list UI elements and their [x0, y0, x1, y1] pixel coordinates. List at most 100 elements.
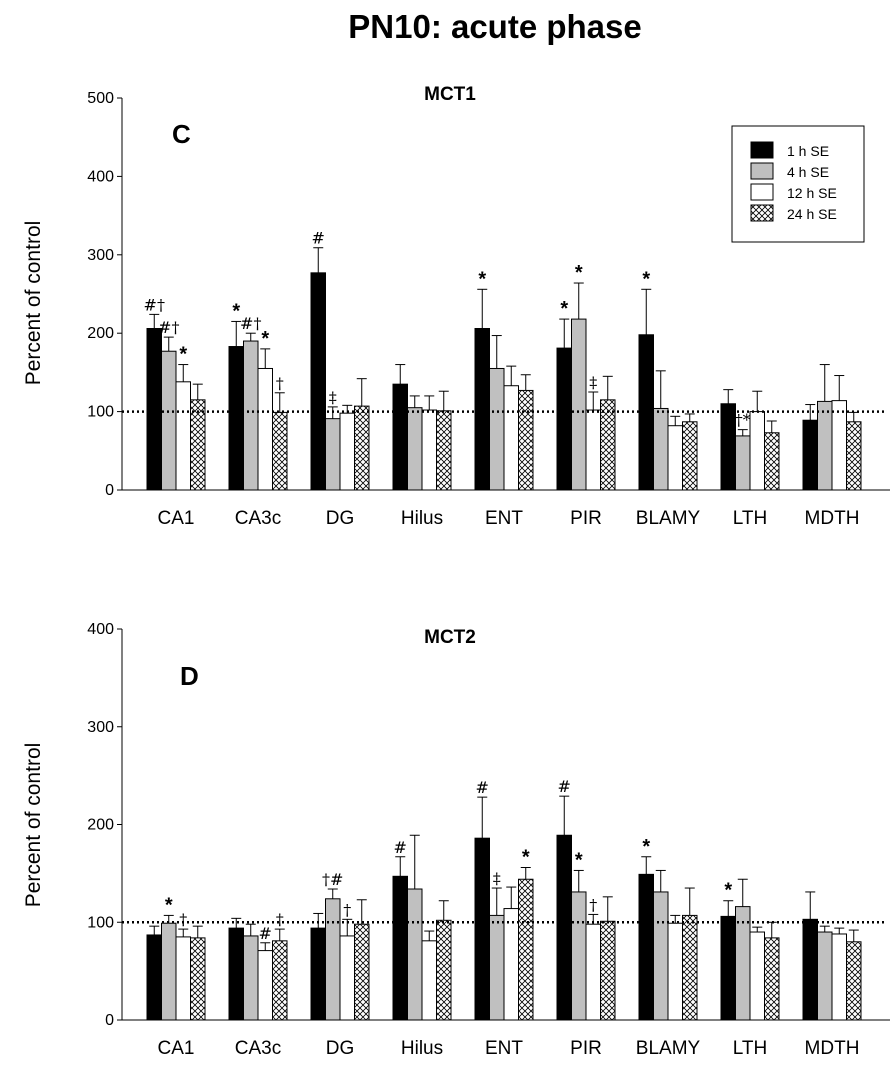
- mct2-plot-area: 0100200300400*†CA1#†CA3c†#†DG#Hilus#‡*EN…: [87, 621, 890, 1059]
- mct1-bar-hilus-4h: [407, 407, 423, 491]
- mct2-bar-hilus-24h: [436, 919, 452, 1021]
- mct1-significance-marker: *: [232, 300, 240, 322]
- mct1-bar-hilus-12h: [421, 409, 437, 491]
- mct1-y-tick-label: 200: [87, 325, 114, 342]
- mct1-bar-hilus-24h: [436, 410, 452, 491]
- mct1-significance-marker: #†: [144, 295, 165, 314]
- mct1-bar-ca1-1h: [146, 327, 162, 491]
- mct1-significance-marker: †: [276, 374, 284, 393]
- mct2-x-tick-label: BLAMY: [636, 1038, 701, 1059]
- mct2-bar-ent-12h: [503, 908, 519, 1021]
- mct2-bar-lth-4h: [735, 906, 751, 1021]
- legend-label-1h: 1 h SE: [787, 143, 829, 159]
- mct1-x-tick-label: BLAMY: [636, 508, 701, 529]
- mct2-bar-hilus-1h: [392, 875, 408, 1021]
- mct1-bar-lth-24h: [764, 432, 780, 491]
- mct2-bar-ca3c-1h: [228, 927, 244, 1021]
- legend-swatch-12h: [750, 183, 774, 201]
- mct1-bar-dg-24h: [354, 405, 370, 491]
- mct1-bar-ca3c-1h: [228, 346, 244, 491]
- mct2-bar-dg-24h: [354, 923, 370, 1021]
- mct1-x-tick-label: Hilus: [401, 508, 443, 529]
- mct2-significance-marker: †: [179, 910, 187, 929]
- mct2-bar-mdth-1h: [802, 918, 818, 1021]
- mct1-significance-marker: #†: [158, 318, 179, 337]
- mct1-bar-ent-24h: [518, 389, 534, 491]
- mct2-bar-blamy-1h: [638, 873, 654, 1021]
- mct1-y-tick-label: 400: [87, 168, 114, 185]
- mct1-bar-hilus-1h: [392, 383, 408, 491]
- mct2-bar-ca1-24h: [190, 937, 206, 1021]
- mct1-bar-dg-1h: [310, 272, 326, 491]
- mct1-significance-marker: *: [642, 268, 650, 290]
- mct1-bar-blamy-1h: [638, 334, 654, 491]
- mct1-bar-pir-1h: [556, 347, 572, 491]
- mct2-significance-marker: *: [522, 847, 530, 869]
- mct1-bar-lth-1h: [720, 403, 736, 491]
- mct2-bar-dg-4h: [325, 898, 341, 1021]
- mct1-bar-lth-4h: [735, 435, 751, 491]
- legend-label-12h: 12 h SE: [787, 185, 837, 201]
- mct2-chart: MCT2 D Percent of control 0 100 200 300 400 *…: [22, 621, 890, 1059]
- mct2-bar-ca3c-12h: [257, 950, 273, 1021]
- mct1-chart-title: MCT1: [424, 84, 476, 105]
- mct1-x-tick-label: CA3c: [235, 508, 281, 529]
- figure-title: PN10: acute phase: [348, 8, 641, 45]
- mct1-bar-mdth-24h: [846, 421, 862, 491]
- mct2-bar-ca3c-4h: [243, 935, 259, 1021]
- mct1-bar-blamy-24h: [682, 421, 698, 491]
- mct1-bar-pir-24h: [600, 399, 616, 491]
- mct2-bar-blamy-4h: [653, 891, 669, 1021]
- mct1-bar-mdth-12h: [831, 400, 847, 491]
- mct1-x-tick-label: ENT: [485, 508, 523, 529]
- mct2-significance-marker: ‡: [493, 869, 501, 888]
- mct1-bar-mdth-1h: [802, 419, 818, 491]
- mct2-bar-blamy-24h: [682, 914, 698, 1021]
- mct1-bar-pir-4h: [571, 318, 587, 491]
- mct1-y-tick-label: 0: [105, 482, 114, 499]
- mct2-bar-ca1-12h: [175, 936, 191, 1021]
- mct2-x-tick-label: DG: [326, 1038, 355, 1059]
- mct2-y-tick-label: 200: [87, 817, 114, 834]
- mct2-significance-marker: *: [165, 894, 173, 916]
- mct1-bar-ca1-4h: [161, 350, 177, 491]
- mct1-significance-marker: †*: [735, 411, 751, 430]
- mct2-bar-hilus-4h: [407, 888, 423, 1021]
- mct2-significance-marker: #: [259, 924, 272, 943]
- mct1-significance-marker: #†: [240, 314, 261, 333]
- mct1-significance-marker: ‡: [329, 388, 337, 407]
- mct1-bar-blamy-4h: [653, 407, 669, 491]
- mct1-significance-marker: *: [575, 262, 583, 284]
- mct1-bar-ca1-24h: [190, 399, 206, 491]
- mct1-significance-marker: #: [312, 229, 325, 248]
- legend-swatch-1h: [750, 141, 774, 159]
- mct2-y-tick-label: 100: [87, 914, 114, 931]
- mct2-significance-marker: †: [276, 910, 284, 929]
- mct2-bar-pir-24h: [600, 920, 616, 1021]
- mct2-significance-marker: #: [558, 777, 571, 796]
- mct2-bar-pir-1h: [556, 834, 572, 1021]
- mct2-significance-marker: *: [642, 836, 650, 858]
- mct2-bar-ent-24h: [518, 878, 534, 1021]
- mct2-y-tick-label: 400: [87, 621, 114, 638]
- mct2-x-tick-label: MDTH: [805, 1038, 860, 1059]
- mct2-x-tick-label: PIR: [570, 1038, 602, 1059]
- mct2-significance-marker: *: [575, 849, 583, 871]
- mct2-bar-lth-12h: [749, 931, 765, 1021]
- mct1-y-tick-label: 100: [87, 404, 114, 421]
- mct2-bar-hilus-12h: [421, 940, 437, 1021]
- legend-label-24h: 24 h SE: [787, 206, 837, 222]
- mct2-bar-dg-1h: [310, 927, 326, 1021]
- mct1-bar-dg-4h: [325, 418, 341, 491]
- mct1-y-axis-label: Percent of control: [22, 221, 45, 386]
- mct1-x-tick-label: PIR: [570, 508, 602, 529]
- mct1-bar-ent-12h: [503, 385, 519, 491]
- mct1-bar-ent-1h: [474, 327, 490, 491]
- mct1-bar-dg-12h: [339, 412, 355, 491]
- mct1-significance-marker: *: [179, 344, 187, 366]
- mct2-significance-marker: †#: [322, 870, 343, 889]
- mct1-bar-ca3c-24h: [272, 411, 288, 491]
- mct1-bar-mdth-4h: [817, 400, 833, 491]
